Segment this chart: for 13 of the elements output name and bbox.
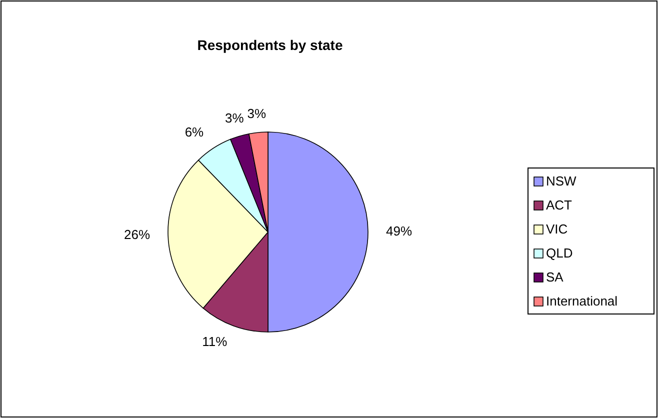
data-label: 6% xyxy=(184,124,204,140)
data-label: 3% xyxy=(225,110,244,126)
data-label: 3% xyxy=(247,106,266,121)
data-label: 49% xyxy=(386,223,412,238)
chart-title: Respondents by state xyxy=(197,37,343,53)
legend-label: International xyxy=(546,293,618,308)
data-label: 26% xyxy=(124,227,150,242)
legend-label: VIC xyxy=(546,221,568,236)
legend-label: NSW xyxy=(546,173,578,188)
legend-label: ACT xyxy=(546,197,572,212)
legend-label: QLD xyxy=(546,245,573,260)
legend-label: SA xyxy=(546,269,564,284)
data-label: 11% xyxy=(202,334,228,350)
